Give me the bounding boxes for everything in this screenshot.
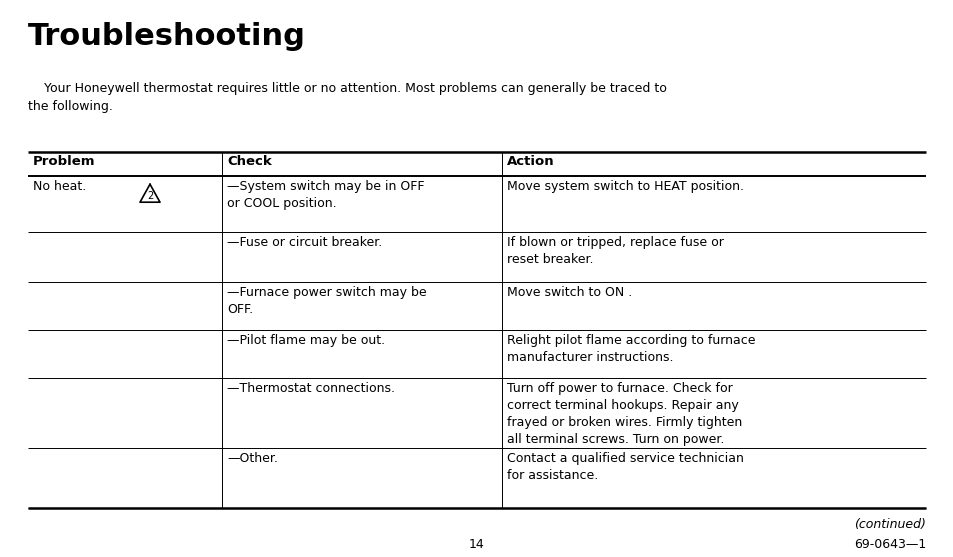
- Text: —Fuse or circuit breaker.: —Fuse or circuit breaker.: [227, 236, 382, 249]
- Text: the following.: the following.: [28, 100, 112, 113]
- Text: 69-0643—1: 69-0643—1: [853, 538, 925, 551]
- Text: Your Honeywell thermostat requires little or no attention. Most problems can gen: Your Honeywell thermostat requires littl…: [28, 82, 666, 95]
- Text: —System switch may be in OFF
or COOL position.: —System switch may be in OFF or COOL pos…: [227, 180, 424, 210]
- Text: 2: 2: [147, 191, 153, 201]
- Text: —Furnace power switch may be
OFF.: —Furnace power switch may be OFF.: [227, 286, 426, 316]
- Text: —Other.: —Other.: [227, 452, 277, 465]
- Text: 14: 14: [469, 538, 484, 551]
- Text: Check: Check: [227, 155, 272, 168]
- Text: (continued): (continued): [853, 518, 925, 531]
- Text: Problem: Problem: [33, 155, 95, 168]
- Text: Move switch to ON .: Move switch to ON .: [506, 286, 632, 299]
- Text: Troubleshooting: Troubleshooting: [28, 22, 306, 51]
- Text: No heat.: No heat.: [33, 180, 86, 193]
- Text: Contact a qualified service technician
for assistance.: Contact a qualified service technician f…: [506, 452, 743, 482]
- Text: Turn off power to furnace. Check for
correct terminal hookups. Repair any
frayed: Turn off power to furnace. Check for cor…: [506, 382, 741, 446]
- Text: Relight pilot flame according to furnace
manufacturer instructions.: Relight pilot flame according to furnace…: [506, 334, 755, 364]
- Text: Action: Action: [506, 155, 554, 168]
- Text: —Thermostat connections.: —Thermostat connections.: [227, 382, 395, 395]
- Text: If blown or tripped, replace fuse or
reset breaker.: If blown or tripped, replace fuse or res…: [506, 236, 723, 266]
- Text: —Pilot flame may be out.: —Pilot flame may be out.: [227, 334, 385, 347]
- Text: Move system switch to HEAT position.: Move system switch to HEAT position.: [506, 180, 743, 193]
